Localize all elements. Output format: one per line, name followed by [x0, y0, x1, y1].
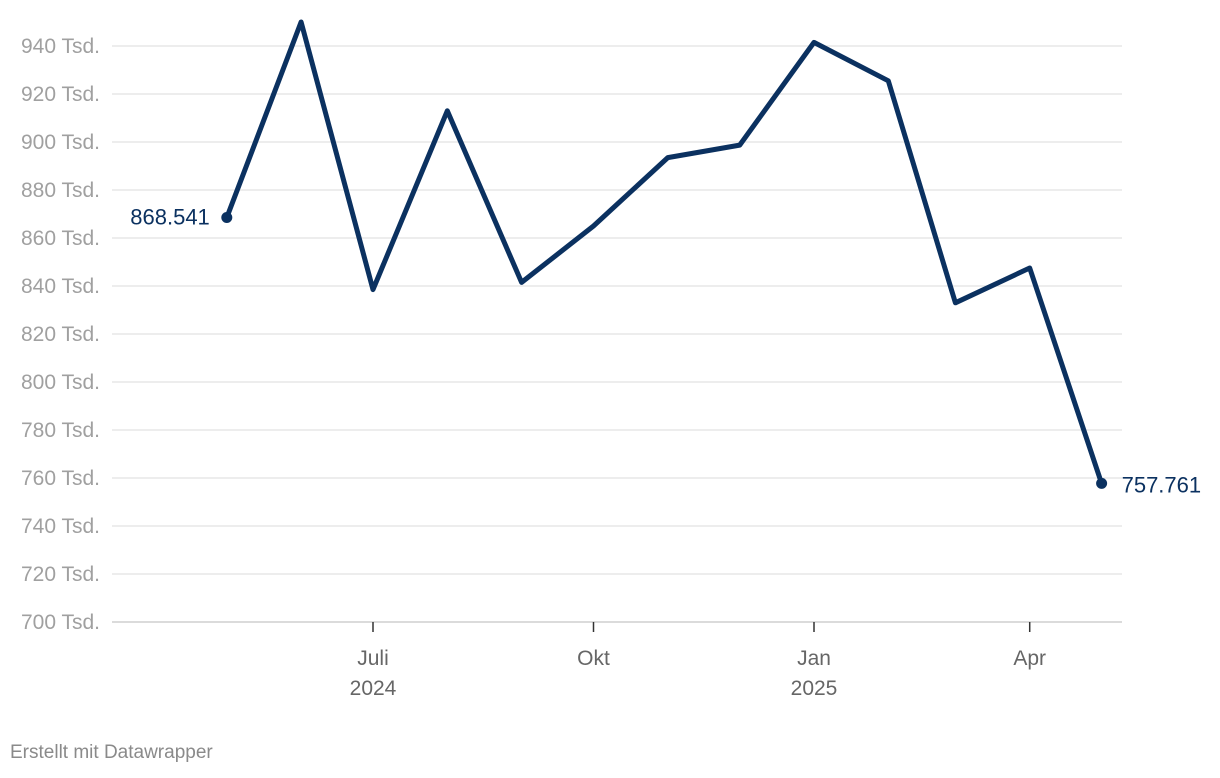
x-tick-label: Okt [577, 647, 610, 670]
y-axis-ticks: 700 Tsd. 720 Tsd. 740 Tsd. 760 Tsd. 780 Tsd.… [21, 35, 100, 634]
start-value-label: 868.541 [130, 205, 210, 230]
x-tick-label: Apr [1013, 647, 1046, 670]
y-tick-label: 780 Tsd. [21, 419, 100, 442]
x-axis-ticks: Juli 2024 Okt Jan 2025 Apr [350, 622, 1046, 700]
x-tick-label: Juli [357, 647, 389, 670]
end-value-label: 757.761 [1122, 472, 1202, 497]
y-tick-label: 800 Tsd. [21, 371, 100, 394]
x-tick-label: Jan [797, 647, 831, 670]
series-line [224, 19, 1105, 486]
y-tick-label: 860 Tsd. [21, 227, 100, 250]
y-tick-label: 900 Tsd. [21, 131, 100, 154]
series-layer [221, 19, 1108, 489]
end-labels: 868.541 757.761 [130, 205, 1201, 498]
y-tick-label: 920 Tsd. [21, 83, 100, 106]
y-tick-label: 760 Tsd. [21, 467, 100, 490]
y-tick-label: 700 Tsd. [21, 611, 100, 634]
y-tick-label: 940 Tsd. [21, 35, 100, 58]
start-point [221, 212, 233, 224]
gridlines [112, 45, 1122, 623]
y-tick-label: 880 Tsd. [21, 179, 100, 202]
y-tick-label: 820 Tsd. [21, 323, 100, 346]
x-tick-year-label: 2025 [791, 677, 838, 700]
y-tick-label: 840 Tsd. [21, 275, 100, 298]
end-point [1096, 477, 1108, 489]
y-tick-label: 740 Tsd. [21, 515, 100, 538]
y-tick-label: 720 Tsd. [21, 563, 100, 586]
x-tick-year-label: 2024 [350, 677, 397, 700]
credit-text: Erstellt mit Datawrapper [10, 742, 213, 763]
